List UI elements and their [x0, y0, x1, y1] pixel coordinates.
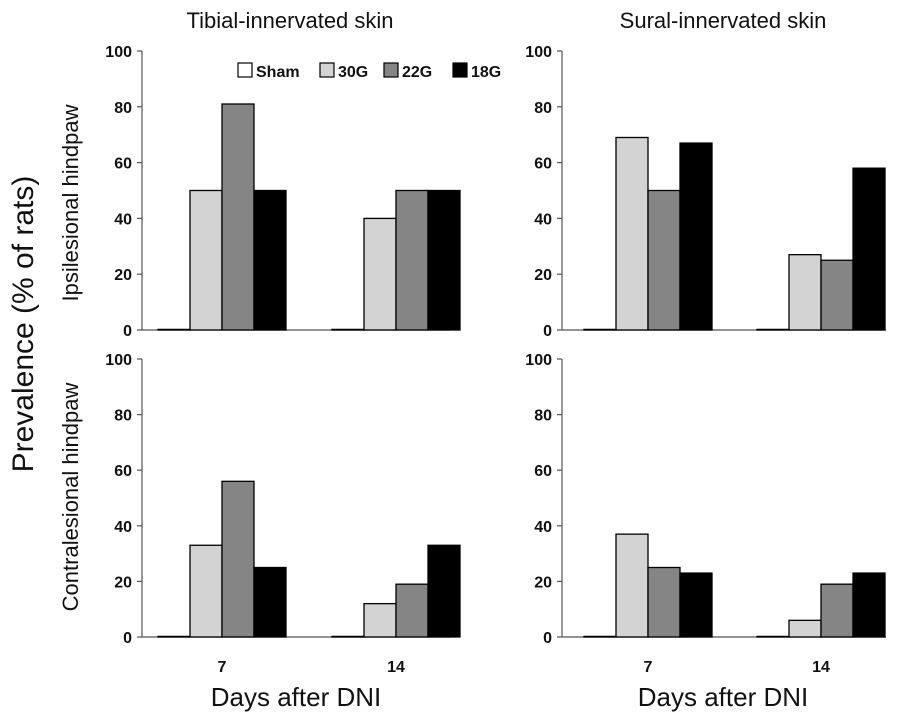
panel-ipsi-sural: 0 20 40 60 80 100 — [525, 44, 886, 340]
legend-item-sham: Sham — [237, 62, 300, 81]
x-category-label: 14 — [387, 659, 405, 676]
legend-item-22g: 22G — [383, 62, 432, 81]
y-tick-label: 100 — [105, 44, 132, 61]
bar-30g-day14 — [788, 619, 822, 638]
x-axis-title-right: Days after DNI — [638, 682, 809, 712]
bar-18g-day7 — [253, 189, 287, 331]
y-tick-label: 60 — [114, 156, 132, 173]
bar-sham-day7 — [157, 328, 191, 331]
y-tick-label: 80 — [114, 408, 132, 425]
x-axis-title-left: Days after DNI — [211, 682, 382, 712]
y-tick-label: 20 — [114, 574, 132, 591]
y-tick-label: 0 — [543, 630, 552, 647]
y-tick-label: 40 — [534, 519, 552, 536]
legend-swatch — [319, 62, 335, 78]
bar-22g-day7 — [221, 480, 255, 638]
bar-22g-day14 — [395, 583, 429, 638]
bar-sham-day7 — [583, 635, 617, 638]
y-axis-title: Prevalence (% of rats) — [7, 176, 40, 473]
y-tick-label: 0 — [123, 630, 132, 647]
y-tick-label: 40 — [114, 519, 132, 536]
row-label-ipsilesional: Ipsilesional hindpaw — [58, 104, 83, 301]
bar-sham-day7 — [157, 635, 191, 638]
legend-item-18g: 18G — [452, 62, 501, 81]
y-tick-label: 100 — [525, 44, 552, 61]
legend-label: Sham — [256, 64, 300, 81]
bar-30g-day7 — [615, 136, 649, 331]
y-tick-label: 80 — [534, 408, 552, 425]
bar-22g-day7 — [221, 103, 255, 331]
bar-sham-day14 — [756, 635, 790, 638]
legend-swatch — [237, 62, 253, 78]
bar-30g-day14 — [363, 602, 397, 638]
legend-swatch — [383, 62, 399, 78]
bar-30g-day14 — [788, 254, 822, 331]
column-title-tibial: Tibial-innervated skin — [186, 8, 393, 33]
bar-22g-day7 — [647, 189, 681, 331]
y-tick-label: 20 — [534, 267, 552, 284]
bar-18g-day14 — [852, 572, 886, 638]
bar-18g-day7 — [253, 566, 287, 638]
y-tick-label: 100 — [105, 352, 132, 369]
legend: Sham 30G 22G 18G — [237, 62, 501, 81]
y-tick-label: 60 — [114, 463, 132, 480]
column-title-sural: Sural-innervated skin — [620, 8, 827, 33]
y-tick-label: 60 — [534, 463, 552, 480]
bar-22g-day14 — [395, 189, 429, 331]
bar-18g-day14 — [427, 544, 461, 638]
y-tick-label: 0 — [123, 323, 132, 340]
legend-item-30g: 30G — [319, 62, 368, 81]
bar-sham-day14 — [331, 328, 365, 331]
x-category-label: 7 — [644, 659, 653, 676]
y-tick-label: 20 — [114, 267, 132, 284]
y-tick-label: 40 — [114, 211, 132, 228]
bar-30g-day7 — [189, 189, 223, 331]
bar-sham-day14 — [331, 635, 365, 638]
legend-swatch — [452, 62, 468, 78]
y-tick-label: 20 — [534, 574, 552, 591]
panel-contra-tibial: 0 20 40 60 80 100 7 14 — [105, 352, 461, 676]
y-tick-label: 100 — [525, 352, 552, 369]
legend-label: 30G — [338, 64, 368, 81]
bar-sham-day14 — [756, 328, 790, 331]
y-tick-label: 80 — [114, 100, 132, 117]
bar-18g-day14 — [852, 167, 886, 331]
panel-contra-sural: 0 20 40 60 80 100 7 14 — [525, 352, 886, 676]
bar-30g-day14 — [363, 217, 397, 331]
x-category-label: 7 — [218, 659, 227, 676]
bar-18g-day7 — [679, 572, 713, 638]
bar-18g-day14 — [427, 189, 461, 331]
bar-sham-day7 — [583, 328, 617, 331]
y-tick-label: 60 — [534, 156, 552, 173]
y-tick-label: 80 — [534, 100, 552, 117]
bar-30g-day7 — [189, 544, 223, 638]
y-tick-label: 40 — [534, 211, 552, 228]
bar-22g-day7 — [647, 566, 681, 638]
bar-30g-day7 — [615, 533, 649, 638]
bar-22g-day14 — [820, 259, 854, 331]
legend-label: 18G — [471, 64, 501, 81]
y-tick-label: 0 — [543, 323, 552, 340]
x-category-label: 14 — [812, 659, 830, 676]
bar-18g-day7 — [679, 142, 713, 331]
legend-label: 22G — [402, 64, 432, 81]
bar-22g-day14 — [820, 583, 854, 638]
panel-ipsi-tibial: 0 20 40 60 80 100 — [105, 44, 461, 340]
row-label-contralesional: Contralesional hindpaw — [58, 383, 83, 612]
